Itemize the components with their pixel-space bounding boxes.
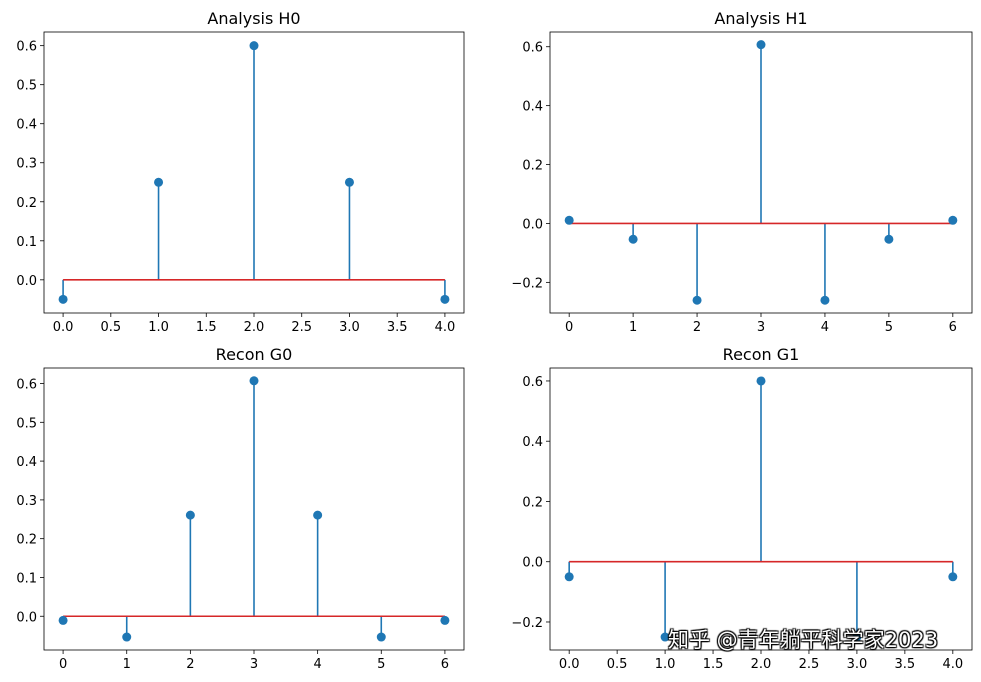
x-tick-label: 3.5	[895, 657, 916, 672]
y-tick-label: 0.4	[16, 455, 37, 470]
x-tick-label: 2.0	[244, 320, 265, 335]
x-tick-label: 5	[377, 657, 385, 672]
stem-marker	[122, 632, 132, 642]
y-tick-label: 0.0	[522, 556, 543, 571]
stem-marker	[376, 632, 386, 642]
y-tick-label: 0.0	[522, 217, 543, 232]
y-tick-label: 0.6	[522, 375, 543, 390]
stem-marker	[58, 294, 68, 304]
stem-marker	[344, 177, 354, 187]
x-tick-label: 1	[629, 320, 637, 335]
x-tick-label: 3	[250, 657, 258, 672]
stem-marker	[884, 234, 894, 244]
x-tick-label: 4.0	[435, 320, 456, 335]
y-tick-label: 0.2	[16, 196, 37, 211]
stem-marker	[58, 615, 68, 625]
stem-marker	[440, 294, 450, 304]
x-tick-label: 2.5	[291, 320, 312, 335]
subplot-title: Analysis H0	[207, 9, 300, 28]
y-tick-label: −0.2	[511, 276, 543, 291]
stem-marker	[852, 632, 862, 642]
stem-marker	[756, 376, 766, 386]
x-tick-label: 3	[757, 320, 765, 335]
x-tick-label: 4	[821, 320, 829, 335]
stem-marker	[313, 510, 323, 520]
y-tick-label: 0.2	[16, 533, 37, 548]
x-tick-label: 1.5	[703, 657, 724, 672]
y-tick-label: 0.6	[522, 41, 543, 56]
x-tick-label: 1	[123, 657, 131, 672]
stem-marker	[564, 572, 574, 582]
y-tick-label: 0.1	[16, 571, 37, 586]
y-tick-label: 0.6	[16, 40, 37, 55]
y-tick-label: 0.0	[16, 610, 37, 625]
stem-marker	[249, 376, 259, 386]
axes-frame	[43, 367, 465, 651]
y-tick-label: 0.4	[16, 118, 37, 133]
x-tick-label: 5	[885, 320, 893, 335]
y-tick-label: 0.2	[522, 159, 543, 174]
stem-marker	[154, 177, 164, 187]
x-tick-label: 1.0	[655, 657, 676, 672]
stem-marker	[564, 215, 574, 225]
y-tick-label: 0.3	[16, 157, 37, 172]
subplot-4: Recon G1 0.0 0.5 1.0 1.5 2.0 2.5 3.0 3.5 4.0 −0.2 0…	[511, 345, 973, 672]
x-tick-label: 1.0	[148, 320, 169, 335]
x-tick-label: 0.0	[559, 657, 580, 672]
y-tick-label: 0.2	[522, 495, 543, 510]
stem-marker	[756, 40, 766, 50]
axes-frame	[43, 31, 465, 314]
x-tick-label: 4	[313, 657, 321, 672]
x-tick-label: 0	[565, 320, 573, 335]
stem-marker	[948, 215, 958, 225]
axes-frame	[549, 367, 973, 651]
stem-marker	[948, 572, 958, 582]
x-tick-label: 3.5	[387, 320, 408, 335]
y-tick-label: 0.4	[522, 100, 543, 115]
subplot-1: Analysis H0 0.0 0.5 1.0 1.5 2.0 2.5 3.0 3.5 4.0 0.…	[16, 9, 465, 335]
y-tick-label: 0.0	[16, 274, 37, 289]
y-tick-label: −0.2	[511, 616, 543, 631]
x-tick-label: 6	[441, 657, 449, 672]
stem-marker	[820, 295, 830, 305]
x-tick-label: 0.5	[100, 320, 121, 335]
watermark: 知乎 @青年躺平科学家2023	[668, 628, 939, 652]
x-tick-label: 2	[693, 320, 701, 335]
y-tick-label: 0.3	[16, 494, 37, 509]
x-tick-label: 6	[949, 320, 957, 335]
subplot-3: Recon G0 0 1 2 3 4 5 6 0.0 0.1 0.2 0.3 0.4 0.5 0.6	[16, 345, 465, 672]
subplot-title: Analysis H1	[714, 9, 807, 28]
y-tick-label: 0.4	[522, 435, 543, 450]
x-tick-label: 2	[186, 657, 194, 672]
axes-frame	[549, 31, 973, 314]
subplot-2: Analysis H1 0 1 2 3 4 5 6 −0.2 0.0 0.2 0.4 0.6	[511, 9, 973, 335]
y-tick-label: 0.5	[16, 79, 37, 94]
y-tick-label: 0.1	[16, 235, 37, 250]
stem-marker	[628, 234, 638, 244]
y-tick-label: 0.5	[16, 416, 37, 431]
x-tick-label: 0.0	[53, 320, 74, 335]
stem-marker	[249, 41, 259, 51]
x-tick-label: 3.0	[847, 657, 868, 672]
stem-marker	[185, 510, 195, 520]
stem-marker	[660, 632, 670, 642]
subplot-title: Recon G1	[723, 345, 800, 364]
x-tick-label: 2.5	[799, 657, 820, 672]
x-tick-label: 2.0	[751, 657, 772, 672]
x-tick-label: 1.5	[196, 320, 217, 335]
x-tick-label: 0	[59, 657, 67, 672]
x-tick-label: 0.5	[607, 657, 628, 672]
stem-marker	[692, 295, 702, 305]
subplot-title: Recon G0	[216, 345, 293, 364]
stem-marker	[440, 615, 450, 625]
x-tick-label: 3.0	[339, 320, 360, 335]
x-tick-label: 4.0	[942, 657, 963, 672]
y-tick-label: 0.6	[16, 378, 37, 393]
